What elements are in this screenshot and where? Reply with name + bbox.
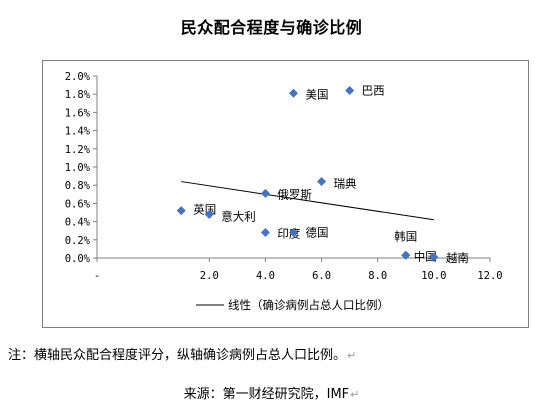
y-tick-label: 1.8% <box>65 89 91 101</box>
y-tick-label: 1.4% <box>65 126 91 138</box>
y-tick-label: 1.6% <box>65 107 91 119</box>
data-point-label: 越南 <box>446 251 469 265</box>
y-tick-label: 0.4% <box>65 217 91 229</box>
data-point-marker <box>345 86 355 96</box>
x-tick-label: - <box>94 270 100 282</box>
x-tick-label: 8.0 <box>368 270 387 282</box>
y-tick-label: 0.2% <box>65 235 91 247</box>
data-point-marker <box>289 88 298 98</box>
data-point-marker <box>204 209 214 219</box>
y-tick-label: 1.0% <box>65 162 91 174</box>
chart-frame <box>42 60 529 328</box>
data-point-marker <box>176 206 186 216</box>
paragraph-mark-icon: ↵ <box>350 388 360 401</box>
data-point-marker <box>401 250 411 260</box>
trendline <box>181 181 434 221</box>
y-axis: 0.0% 0.2% 0.4% 0.6% 0.8% 1.0% 1.2% 1.4% 1.6% 1.8%… <box>65 71 98 265</box>
data-point-label: 印度 <box>277 227 300 241</box>
trendline-group <box>181 181 434 221</box>
data-point-label: 瑞典 <box>334 177 357 191</box>
data-point-marker <box>429 252 439 262</box>
data-point-marker <box>317 177 327 187</box>
data-point-label: 意大利 <box>221 209 256 223</box>
legend-label: 线性（确诊病例占总人口比例） <box>228 298 389 312</box>
data-point-label: 中国 <box>414 249 437 263</box>
data-point-label: 韩国 <box>394 229 417 243</box>
note-text: 注：横轴民众配合程度评分，纵轴确诊病例占总人口比例。 <box>8 348 347 363</box>
source-text: 来源：第一财经研究院，IMF <box>183 387 350 402</box>
x-tick-label: 10.0 <box>421 270 446 282</box>
chart-source: 来源：第一财经研究院，IMF↵ <box>0 383 543 402</box>
x-tick-label: 12.0 <box>477 270 502 282</box>
y-tick-label: 2.0% <box>65 71 91 83</box>
data-point-label: 巴西 <box>362 84 385 98</box>
scatter-chart: 0.0% 0.2% 0.4% 0.6% 0.8% 1.0% 1.2% 1.4% 1.6% 1.8%… <box>65 71 503 312</box>
data-point-label: 美国 <box>306 87 329 101</box>
data-point-marker <box>260 228 270 238</box>
data-point-marker <box>289 228 298 238</box>
data-point-marker <box>260 188 270 198</box>
paragraph-mark-icon: ↵ <box>347 349 357 362</box>
chart-title: 民众配合程度与确诊比例 <box>180 18 363 37</box>
data-point-label: 俄罗斯 <box>277 187 312 201</box>
x-tick-label: 6.0 <box>312 270 331 282</box>
y-tick-label: 0.6% <box>65 198 91 210</box>
y-tick-label: 0.8% <box>65 180 91 192</box>
x-axis: - 2.0 4.0 6.0 8.0 10.0 12.0 <box>94 257 503 282</box>
x-tick-label: 4.0 <box>256 270 275 282</box>
chart-note: 注：横轴民众配合程度评分，纵轴确诊病例占总人口比例。↵ <box>8 344 356 363</box>
y-tick-label: 0.0% <box>65 253 91 265</box>
data-point-label: 德国 <box>306 226 329 240</box>
legend: 线性（确诊病例占总人口比例） <box>196 298 389 312</box>
y-tick-label: 1.2% <box>65 144 91 156</box>
x-tick-label: 2.0 <box>200 270 219 282</box>
